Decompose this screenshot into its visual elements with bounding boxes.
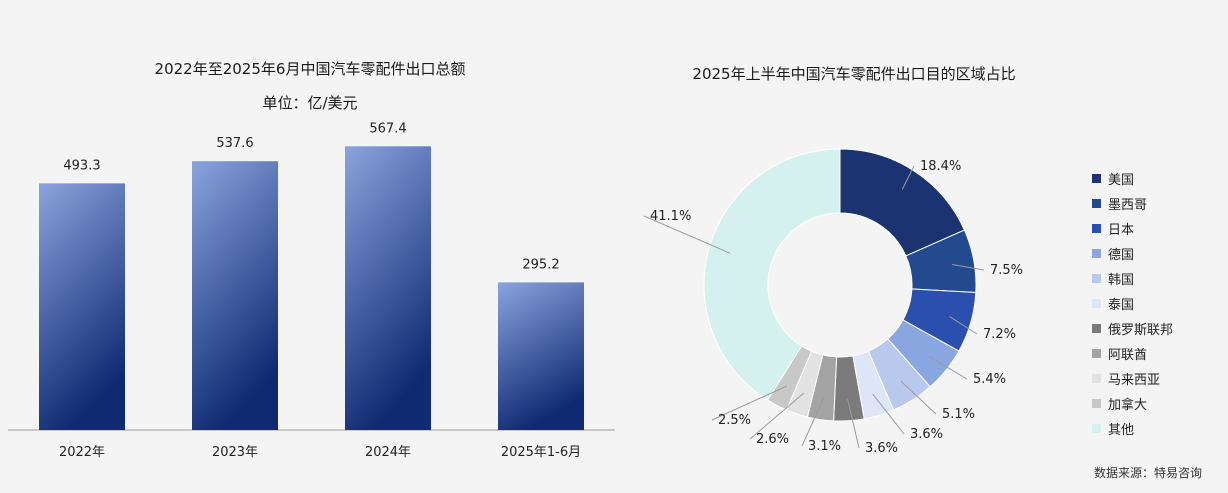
leader-line [900,380,937,415]
leader-line [711,385,788,421]
legend-label: 日本 [1108,223,1135,238]
donut-slice-0 [839,148,966,257]
bar-category-label: 2022年 [59,445,105,460]
bar-chart-subtitle: 单位：亿/美元 [262,94,358,112]
slice-percent-label: 7.5% [990,263,1023,278]
bar-1 [192,161,278,430]
slice-percent-label: 2.5% [718,413,751,428]
legend-item: 加拿大 [1092,391,1173,416]
slice-percent-label: 2.6% [756,432,789,447]
leader-line [847,398,860,449]
slice-percent-label: 41.1% [650,209,691,224]
bar-chart-title: 2022年至2025年6月中国汽车零配件出口总额 [154,60,466,78]
slice-percent-label: 5.1% [942,407,975,422]
leader-line [949,316,978,335]
donut-chart-panel: 2025年上半年中国汽车零配件出口目的区域占比 18.4% 7.5% 7.2% 5.4… [620,0,1228,493]
legend-label: 韩国 [1108,273,1135,288]
legend-item: 韩国 [1092,266,1173,291]
leader-line [872,393,905,435]
leader-line [801,397,825,447]
legend-item: 其他 [1092,416,1173,441]
legend-swatch [1092,349,1101,358]
donut-chart-svg: 18.4% 7.5% 7.2% 5.4% 5.1% 3.6% 3.6% 3.1% 2.6% 2.5… [643,148,1023,456]
donut-legend: 美国墨西哥日本德国韩国泰国俄罗斯联邦阿联酋马来西亚加拿大其他 [1092,166,1173,441]
legend-swatch [1092,224,1101,233]
slice-percent-label: 3.6% [910,427,943,442]
bar-category-label: 2025年1-6月 [501,445,581,460]
slice-percent-label: 3.6% [865,441,898,456]
bar-value-label: 567.4 [369,121,406,136]
bar-value-label: 493.3 [63,158,100,173]
legend-item: 马来西亚 [1092,366,1173,391]
data-source-note: 数据来源：特易咨询 [1093,466,1202,480]
legend-swatch [1092,274,1101,283]
legend-label: 阿联酋 [1108,348,1148,363]
legend-swatch [1092,174,1101,183]
leader-line [952,264,985,271]
bar-chart-panel: 2022年至2025年6月中国汽车零配件出口总额 单位：亿/美元 493.3 20… [8,60,615,460]
leader-line [928,355,968,380]
legend-swatch [1092,399,1101,408]
bar-value-label: 537.6 [216,136,253,151]
legend-item: 阿联酋 [1092,341,1173,366]
slice-percent-label: 7.2% [983,327,1016,342]
bar-category-label: 2024年 [365,445,411,460]
leader-line [901,165,915,190]
legend-swatch [1092,299,1101,308]
donut-slice-10 [703,148,841,401]
slice-percent-label: 18.4% [920,159,961,174]
bar-category-label: 2023年 [212,445,258,460]
legend-item: 美国 [1092,166,1173,191]
bar-2 [345,146,431,431]
bar-value-label: 295.2 [522,257,559,272]
legend-label: 墨西哥 [1108,198,1148,213]
legend-label: 泰国 [1108,298,1135,313]
slice-percent-label: 5.4% [973,372,1006,387]
legend-label: 美国 [1108,173,1135,188]
legend-item: 德国 [1092,241,1173,266]
legend-swatch [1092,324,1101,333]
legend-item: 墨西哥 [1092,191,1173,216]
bar-3 [498,282,584,430]
donut-chart-title: 2025年上半年中国汽车零配件出口目的区域占比 [692,65,1016,83]
legend-label: 加拿大 [1108,398,1148,413]
legend-item: 日本 [1092,216,1173,241]
legend-swatch [1092,424,1101,433]
legend-swatch [1092,249,1101,258]
bar-chart-svg: 493.3 2022年 537.6 2023年 567.4 2024年 295.2 2025年… [8,121,615,460]
legend-item: 俄罗斯联邦 [1092,316,1173,341]
legend-label: 俄罗斯联邦 [1108,323,1174,338]
slice-percent-label: 3.1% [808,439,841,454]
leader-line [749,392,805,440]
legend-swatch [1092,199,1101,208]
bar-0 [39,183,125,430]
legend-label: 德国 [1108,248,1135,263]
legend-label: 其他 [1108,423,1135,438]
leader-line [643,215,731,254]
legend-item: 泰国 [1092,291,1173,316]
legend-swatch [1092,374,1101,383]
legend-label: 马来西亚 [1108,373,1161,388]
